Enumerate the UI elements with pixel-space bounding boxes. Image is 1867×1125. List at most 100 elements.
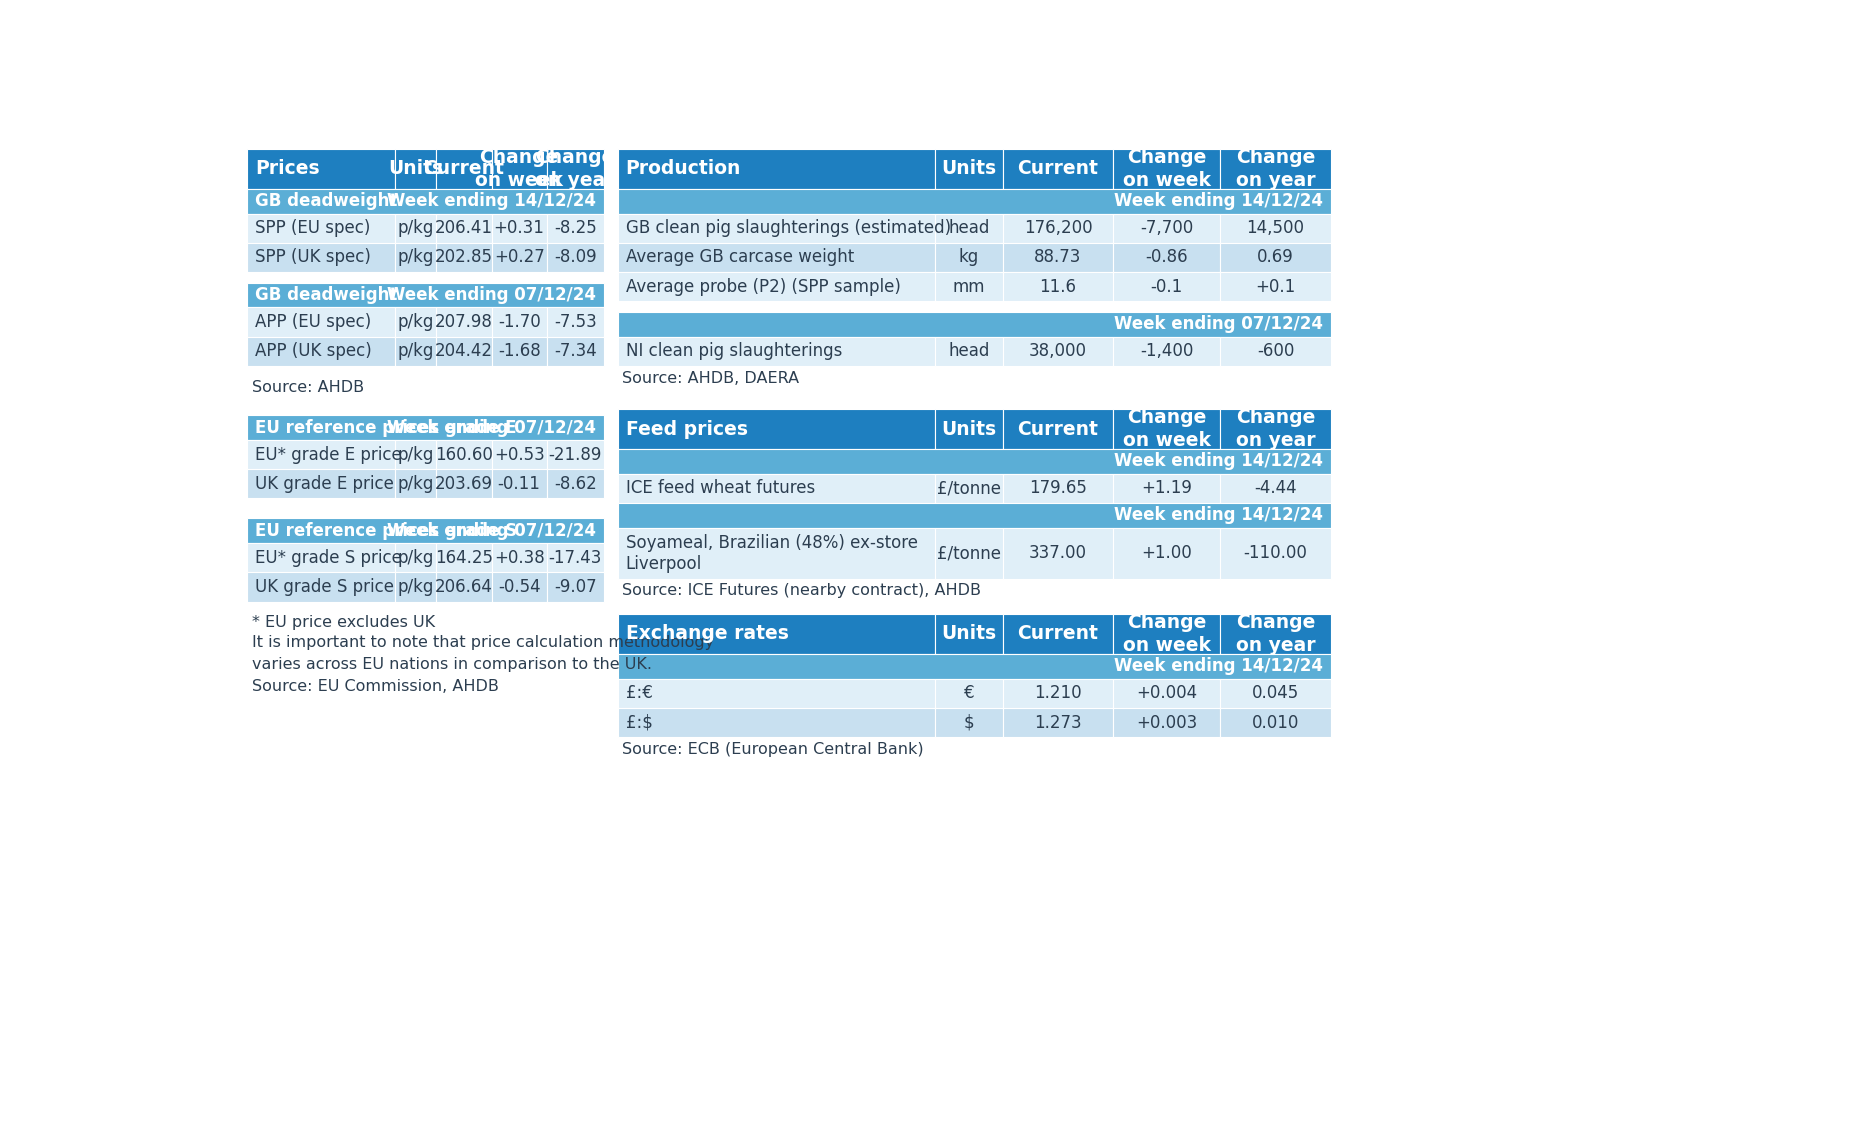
Bar	[618, 449, 1331, 474]
Bar	[618, 678, 935, 708]
Text: 207.98: 207.98	[435, 313, 493, 331]
Bar	[246, 307, 396, 336]
Bar	[618, 243, 935, 272]
Bar	[1221, 410, 1331, 449]
Text: -7.34: -7.34	[554, 342, 597, 360]
Text: p/kg: p/kg	[398, 578, 433, 596]
Text: Change
on week: Change on week	[1122, 148, 1212, 190]
Bar	[618, 302, 1331, 312]
Bar	[246, 243, 396, 272]
Text: 0.045: 0.045	[1253, 684, 1299, 702]
Bar	[396, 336, 437, 366]
Bar	[1221, 243, 1331, 272]
Bar	[935, 336, 1003, 366]
Bar	[935, 410, 1003, 449]
Bar	[491, 243, 547, 272]
Bar	[396, 543, 437, 573]
Bar	[547, 469, 603, 498]
Text: -0.86: -0.86	[1146, 249, 1187, 267]
Bar	[246, 415, 603, 440]
Bar	[246, 469, 396, 498]
Text: * EU price excludes UK: * EU price excludes UK	[252, 615, 435, 630]
Bar	[618, 708, 935, 737]
Text: Source: AHDB, DAERA: Source: AHDB, DAERA	[622, 370, 799, 386]
Bar	[618, 148, 935, 189]
Text: mm: mm	[952, 278, 986, 296]
Bar	[547, 148, 603, 189]
Text: head: head	[948, 219, 990, 237]
Text: EU* grade E price: EU* grade E price	[256, 446, 401, 463]
Bar	[618, 312, 1331, 336]
Text: Change
on year: Change on year	[1236, 408, 1316, 450]
Text: Change
on year: Change on year	[536, 148, 614, 190]
Text: It is important to note that price calculation methodology
varies across EU nati: It is important to note that price calcu…	[252, 636, 713, 672]
Bar	[547, 214, 603, 243]
Text: -7.53: -7.53	[554, 313, 597, 331]
Text: 202.85: 202.85	[435, 249, 493, 267]
Text: NI clean pig slaughterings: NI clean pig slaughterings	[625, 342, 842, 360]
Bar	[396, 307, 437, 336]
Text: UK grade S price: UK grade S price	[256, 578, 394, 596]
Bar	[1221, 336, 1331, 366]
Text: 176,200: 176,200	[1023, 219, 1092, 237]
Bar	[547, 543, 603, 573]
Text: +0.1: +0.1	[1255, 278, 1296, 296]
Bar	[1003, 214, 1113, 243]
Bar	[1113, 214, 1221, 243]
Bar	[935, 214, 1003, 243]
Text: Units: Units	[941, 624, 997, 643]
Bar	[246, 336, 396, 366]
Text: Week ending 07/12/24: Week ending 07/12/24	[1115, 315, 1324, 333]
Bar	[618, 214, 935, 243]
Bar	[246, 148, 396, 189]
Bar	[1113, 243, 1221, 272]
Bar	[437, 543, 491, 573]
Text: Units: Units	[941, 160, 997, 179]
Text: Week ending 14/12/24: Week ending 14/12/24	[1115, 192, 1324, 210]
Text: +0.004: +0.004	[1137, 684, 1197, 702]
Text: -0.11: -0.11	[498, 475, 541, 493]
Bar	[491, 148, 547, 189]
Bar	[1113, 708, 1221, 737]
Text: EU reference prices grade S: EU reference prices grade S	[256, 522, 517, 540]
Bar	[1221, 678, 1331, 708]
Bar	[491, 573, 547, 602]
Text: Current: Current	[1018, 160, 1098, 179]
Bar	[618, 272, 935, 302]
Text: +0.53: +0.53	[493, 446, 545, 463]
Bar	[1003, 243, 1113, 272]
Text: p/kg: p/kg	[398, 313, 433, 331]
Text: Change
on year: Change on year	[1236, 613, 1316, 655]
Text: 179.65: 179.65	[1029, 479, 1087, 497]
Bar	[1113, 678, 1221, 708]
Bar	[1221, 708, 1331, 737]
Bar	[437, 214, 491, 243]
Text: APP (EU spec): APP (EU spec)	[256, 313, 372, 331]
Text: Units: Units	[941, 420, 997, 439]
Text: +0.003: +0.003	[1137, 713, 1197, 731]
Text: -1,400: -1,400	[1141, 342, 1193, 360]
Bar	[246, 189, 603, 214]
Bar	[1003, 148, 1113, 189]
Text: -8.09: -8.09	[554, 249, 597, 267]
Text: Current: Current	[1018, 624, 1098, 643]
Bar	[491, 469, 547, 498]
Text: £/tonne: £/tonne	[937, 479, 1001, 497]
Bar	[1003, 678, 1113, 708]
Text: 164.25: 164.25	[435, 549, 493, 567]
Text: GB deadweight: GB deadweight	[256, 286, 398, 304]
Text: Change
on week: Change on week	[1122, 408, 1212, 450]
Text: -8.62: -8.62	[554, 475, 597, 493]
Bar	[935, 243, 1003, 272]
Text: -21.89: -21.89	[549, 446, 601, 463]
Bar	[1113, 528, 1221, 578]
Text: -17.43: -17.43	[549, 549, 601, 567]
Text: Current: Current	[424, 160, 504, 179]
Text: SPP (EU spec): SPP (EU spec)	[256, 219, 370, 237]
Text: -4.44: -4.44	[1255, 479, 1298, 497]
Text: Week ending 14/12/24: Week ending 14/12/24	[386, 192, 596, 210]
Bar	[618, 410, 935, 449]
Text: p/kg: p/kg	[398, 446, 433, 463]
Text: 11.6: 11.6	[1040, 278, 1077, 296]
Bar	[246, 366, 603, 377]
